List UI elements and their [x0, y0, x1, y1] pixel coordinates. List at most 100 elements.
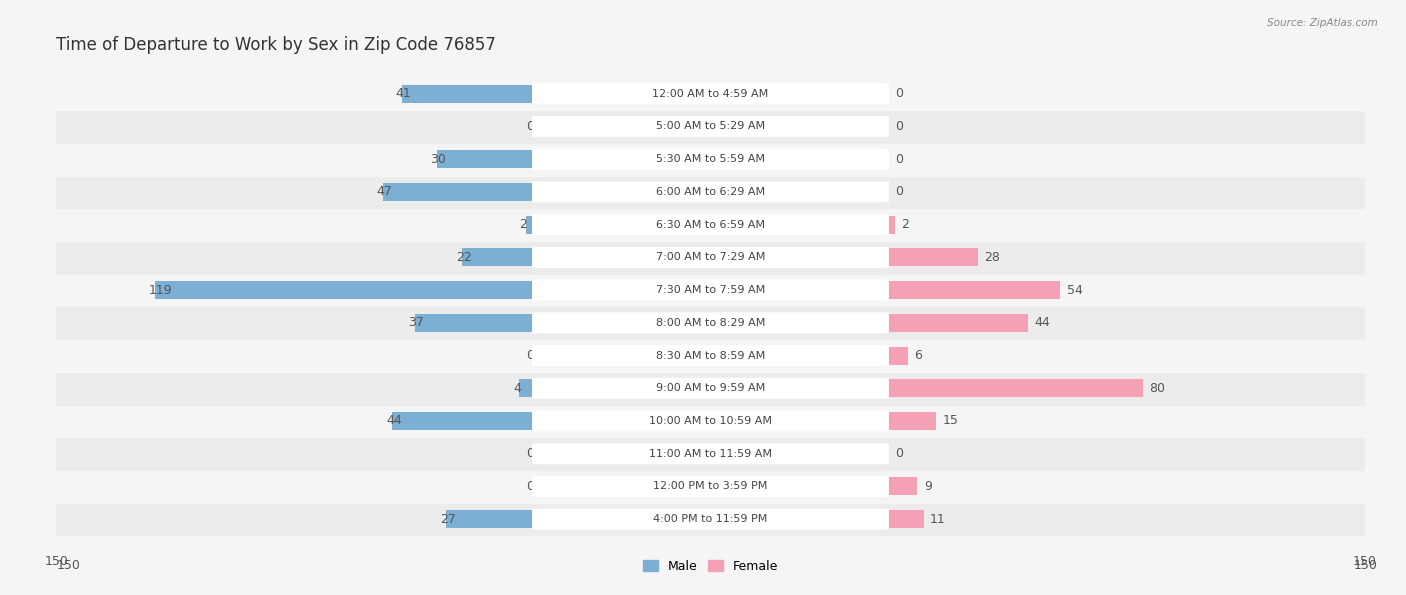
- Bar: [531, 306, 889, 339]
- Text: 9: 9: [924, 480, 932, 493]
- Text: 0: 0: [896, 120, 903, 133]
- Text: 150: 150: [56, 559, 80, 572]
- Bar: [531, 339, 889, 372]
- Bar: [889, 477, 918, 496]
- Bar: [382, 183, 531, 201]
- Bar: [531, 208, 889, 241]
- Text: 119: 119: [148, 284, 172, 296]
- Bar: [56, 372, 531, 405]
- FancyBboxPatch shape: [531, 280, 889, 300]
- Text: 12:00 AM to 4:59 AM: 12:00 AM to 4:59 AM: [652, 89, 769, 99]
- Bar: [531, 176, 889, 208]
- Text: 11: 11: [931, 513, 946, 525]
- Bar: [56, 437, 531, 470]
- Bar: [889, 274, 1365, 306]
- Bar: [531, 470, 889, 503]
- Bar: [889, 437, 1365, 470]
- Text: 0: 0: [896, 186, 903, 198]
- Text: Source: ZipAtlas.com: Source: ZipAtlas.com: [1267, 18, 1378, 28]
- Bar: [889, 405, 1365, 437]
- Bar: [531, 143, 889, 176]
- Bar: [56, 110, 531, 143]
- FancyBboxPatch shape: [531, 116, 889, 137]
- Bar: [519, 379, 531, 397]
- Text: 0: 0: [896, 447, 903, 460]
- Text: 47: 47: [377, 186, 392, 198]
- FancyBboxPatch shape: [531, 214, 889, 235]
- Bar: [531, 274, 889, 306]
- Bar: [889, 510, 924, 528]
- FancyBboxPatch shape: [531, 181, 889, 202]
- Text: 12:00 PM to 3:59 PM: 12:00 PM to 3:59 PM: [654, 481, 768, 491]
- Text: 0: 0: [526, 447, 534, 460]
- Bar: [56, 176, 531, 208]
- Text: 7:30 AM to 7:59 AM: 7:30 AM to 7:59 AM: [655, 285, 765, 295]
- Bar: [889, 110, 1365, 143]
- Bar: [531, 405, 889, 437]
- Text: 8:30 AM to 8:59 AM: 8:30 AM to 8:59 AM: [655, 350, 765, 361]
- FancyBboxPatch shape: [531, 312, 889, 333]
- Bar: [56, 405, 531, 437]
- FancyBboxPatch shape: [531, 443, 889, 464]
- Bar: [531, 110, 889, 143]
- Bar: [56, 274, 531, 306]
- Text: 0: 0: [526, 480, 534, 493]
- Bar: [56, 503, 531, 536]
- Bar: [889, 503, 1365, 536]
- Bar: [889, 372, 1365, 405]
- Bar: [56, 339, 531, 372]
- Text: 11:00 AM to 11:59 AM: 11:00 AM to 11:59 AM: [650, 449, 772, 459]
- Text: 37: 37: [408, 317, 425, 329]
- Text: 7:00 AM to 7:29 AM: 7:00 AM to 7:29 AM: [655, 252, 765, 262]
- Text: 4:00 PM to 11:59 PM: 4:00 PM to 11:59 PM: [654, 514, 768, 524]
- Text: 41: 41: [395, 87, 412, 100]
- Bar: [889, 241, 1365, 274]
- Bar: [56, 470, 531, 503]
- Text: 0: 0: [526, 120, 534, 133]
- Text: 5:00 AM to 5:29 AM: 5:00 AM to 5:29 AM: [655, 121, 765, 131]
- Bar: [889, 314, 1028, 332]
- Text: 44: 44: [1035, 317, 1050, 329]
- Bar: [889, 379, 1143, 397]
- Bar: [531, 437, 889, 470]
- FancyBboxPatch shape: [531, 509, 889, 530]
- Text: 0: 0: [896, 87, 903, 100]
- Bar: [392, 412, 531, 430]
- Text: 6:30 AM to 6:59 AM: 6:30 AM to 6:59 AM: [657, 220, 765, 230]
- Text: 54: 54: [1067, 284, 1083, 296]
- Bar: [437, 150, 531, 168]
- Bar: [889, 208, 1365, 241]
- Bar: [56, 143, 531, 176]
- Text: 30: 30: [430, 153, 446, 165]
- Text: 15: 15: [943, 415, 959, 427]
- FancyBboxPatch shape: [531, 411, 889, 431]
- Text: 27: 27: [440, 513, 456, 525]
- Bar: [531, 241, 889, 274]
- Text: 5:30 AM to 5:59 AM: 5:30 AM to 5:59 AM: [657, 154, 765, 164]
- Bar: [415, 314, 531, 332]
- Text: 8:00 AM to 8:29 AM: 8:00 AM to 8:29 AM: [655, 318, 765, 328]
- Bar: [56, 306, 531, 339]
- Bar: [889, 143, 1365, 176]
- Bar: [531, 503, 889, 536]
- Text: 6: 6: [914, 349, 922, 362]
- Text: 44: 44: [387, 415, 402, 427]
- Bar: [56, 241, 531, 274]
- Bar: [889, 470, 1365, 503]
- FancyBboxPatch shape: [531, 378, 889, 399]
- Bar: [889, 412, 936, 430]
- FancyBboxPatch shape: [531, 247, 889, 268]
- Bar: [446, 510, 531, 528]
- Bar: [889, 248, 977, 267]
- Bar: [889, 77, 1365, 110]
- Bar: [526, 215, 531, 234]
- Text: 2: 2: [519, 218, 527, 231]
- FancyBboxPatch shape: [531, 149, 889, 170]
- Bar: [402, 84, 531, 103]
- FancyBboxPatch shape: [531, 345, 889, 366]
- Text: 0: 0: [526, 349, 534, 362]
- Bar: [889, 215, 896, 234]
- Text: 150: 150: [45, 555, 67, 568]
- Bar: [889, 306, 1365, 339]
- Bar: [531, 77, 889, 110]
